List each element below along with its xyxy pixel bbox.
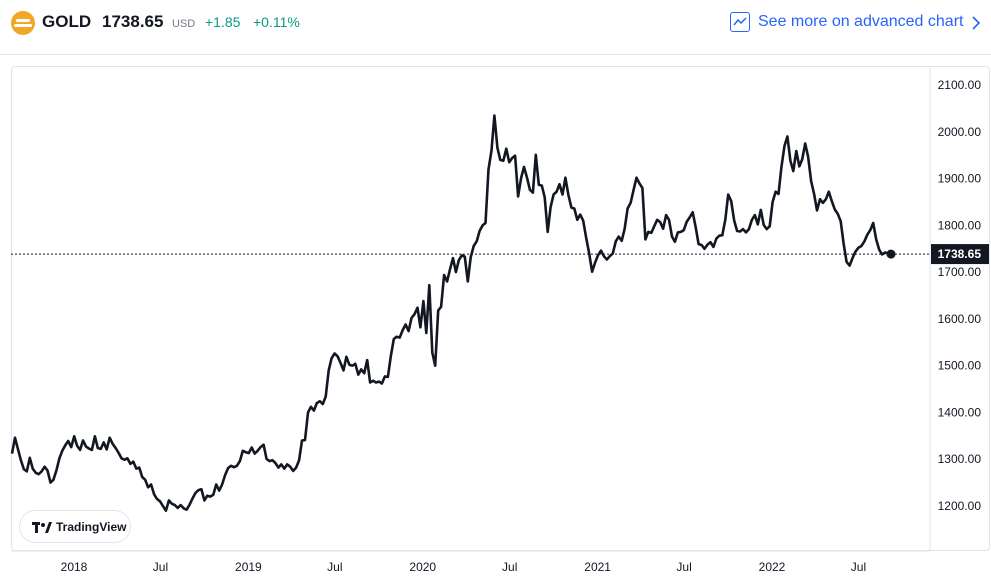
tradingview-wordmark: TradingView xyxy=(56,520,127,534)
x-tick-label: 2021 xyxy=(584,560,611,574)
y-tick-label: 1900.00 xyxy=(938,172,982,186)
y-tick-label: 1600.00 xyxy=(938,312,982,326)
x-tick-label: 2022 xyxy=(759,560,786,574)
y-tick-label: 1400.00 xyxy=(938,405,982,419)
last-price: 1738.65 xyxy=(102,12,164,31)
quote-header: GOLD 1738.65 USD +1.85 +0.11% See more o… xyxy=(0,0,991,46)
price-change-percent: +0.11% xyxy=(253,14,300,30)
x-tick-label: 2020 xyxy=(409,560,436,574)
advanced-chart-link-text[interactable]: See more on advanced chart xyxy=(758,13,964,30)
gold-price-series xyxy=(10,114,892,513)
last-price-marker xyxy=(886,249,896,259)
symbol-name: GOLD xyxy=(42,12,92,31)
tradingview-logo-icon xyxy=(32,521,52,539)
y-tick-label: 2100.00 xyxy=(938,78,982,92)
tradingview-badge[interactable]: TradingView xyxy=(19,510,131,543)
y-tick-label: 1500.00 xyxy=(938,359,982,373)
x-tick-label: Jul xyxy=(153,560,168,574)
y-tick-label: 2000.00 xyxy=(938,125,982,139)
last-price-tag-label: 1738.65 xyxy=(938,247,982,261)
x-tick-label: 2019 xyxy=(235,560,262,574)
currency-label: USD xyxy=(172,18,196,30)
chevron-right-icon xyxy=(970,13,982,38)
x-tick-label: Jul xyxy=(851,560,866,574)
price-change: +1.85 xyxy=(205,14,241,30)
last-price-tag xyxy=(931,244,989,265)
x-tick-label: Jul xyxy=(676,560,691,574)
x-tick-label: Jul xyxy=(327,560,342,574)
y-tick-label: 1300.00 xyxy=(938,452,982,466)
gold-logo-icon xyxy=(11,11,35,35)
x-tick-label: 2018 xyxy=(61,560,88,574)
header-divider xyxy=(0,54,991,55)
x-tick-label: Jul xyxy=(502,560,517,574)
y-tick-label: 1200.00 xyxy=(938,499,982,513)
chart-trend-icon xyxy=(730,12,750,32)
y-tick-label: 1700.00 xyxy=(938,265,982,279)
y-tick-label: 1800.00 xyxy=(938,218,982,232)
